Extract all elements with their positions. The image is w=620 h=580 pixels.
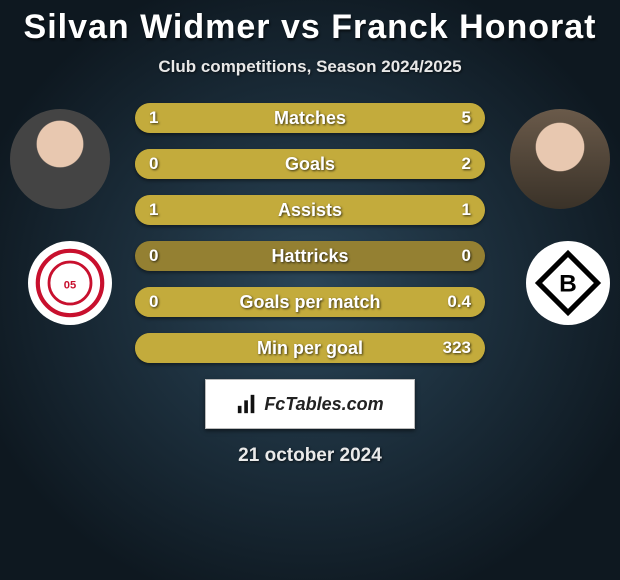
stat-label: Assists (135, 195, 485, 225)
stat-value-left: 1 (149, 195, 158, 225)
stat-value-right: 2 (462, 149, 471, 179)
stat-value-right: 0.4 (447, 287, 471, 317)
stat-row: Matches1 5 (135, 103, 485, 133)
stat-label: Min per goal (135, 333, 485, 363)
stat-row: Hattricks0 0 (135, 241, 485, 271)
page-title: Silvan Widmer vs Franck Honorat (0, 0, 620, 47)
comparison-card: Silvan Widmer vs Franck Honorat Club com… (0, 0, 620, 580)
gladbach-logo-icon: B (532, 247, 604, 319)
player-left-avatar (10, 109, 110, 209)
stat-row: Goals0 2 (135, 149, 485, 179)
stats-list: Matches15Goals02Assists11Hattricks00Goal… (135, 103, 485, 379)
player-right-avatar (510, 109, 610, 209)
stat-value-left: 0 (149, 287, 158, 317)
stat-row: Goals per match0 0.4 (135, 287, 485, 317)
stat-value-left: 1 (149, 103, 158, 133)
svg-text:05: 05 (64, 280, 76, 292)
stat-label: Matches (135, 103, 485, 133)
chart-icon (236, 393, 258, 415)
stat-value-left: 0 (149, 241, 158, 271)
date-text: 21 october 2024 (0, 445, 620, 467)
svg-text:B: B (559, 271, 577, 298)
stat-value-right: 5 (462, 103, 471, 133)
club-left-badge: 05 (28, 241, 112, 325)
stat-value-right: 0 (462, 241, 471, 271)
stat-value-right: 323 (443, 333, 471, 363)
main-area: 05 B Matches15Goals02Assists11Hattricks0… (0, 101, 620, 371)
stat-row: Min per goal323 (135, 333, 485, 363)
stat-label: Hattricks (135, 241, 485, 271)
brand-badge: FcTables.com (205, 379, 415, 429)
stat-label: Goals (135, 149, 485, 179)
stat-value-left: 0 (149, 149, 158, 179)
stat-row: Assists1 1 (135, 195, 485, 225)
player-left-face-icon (10, 109, 110, 209)
stat-label: Goals per match (135, 287, 485, 317)
club-right-badge: B (526, 241, 610, 325)
brand-text: FcTables.com (264, 394, 383, 415)
player-right-face-icon (510, 109, 610, 209)
mainz-logo-icon: 05 (35, 248, 105, 318)
stat-value-right: 1 (462, 195, 471, 225)
subtitle: Club competitions, Season 2024/2025 (0, 57, 620, 77)
